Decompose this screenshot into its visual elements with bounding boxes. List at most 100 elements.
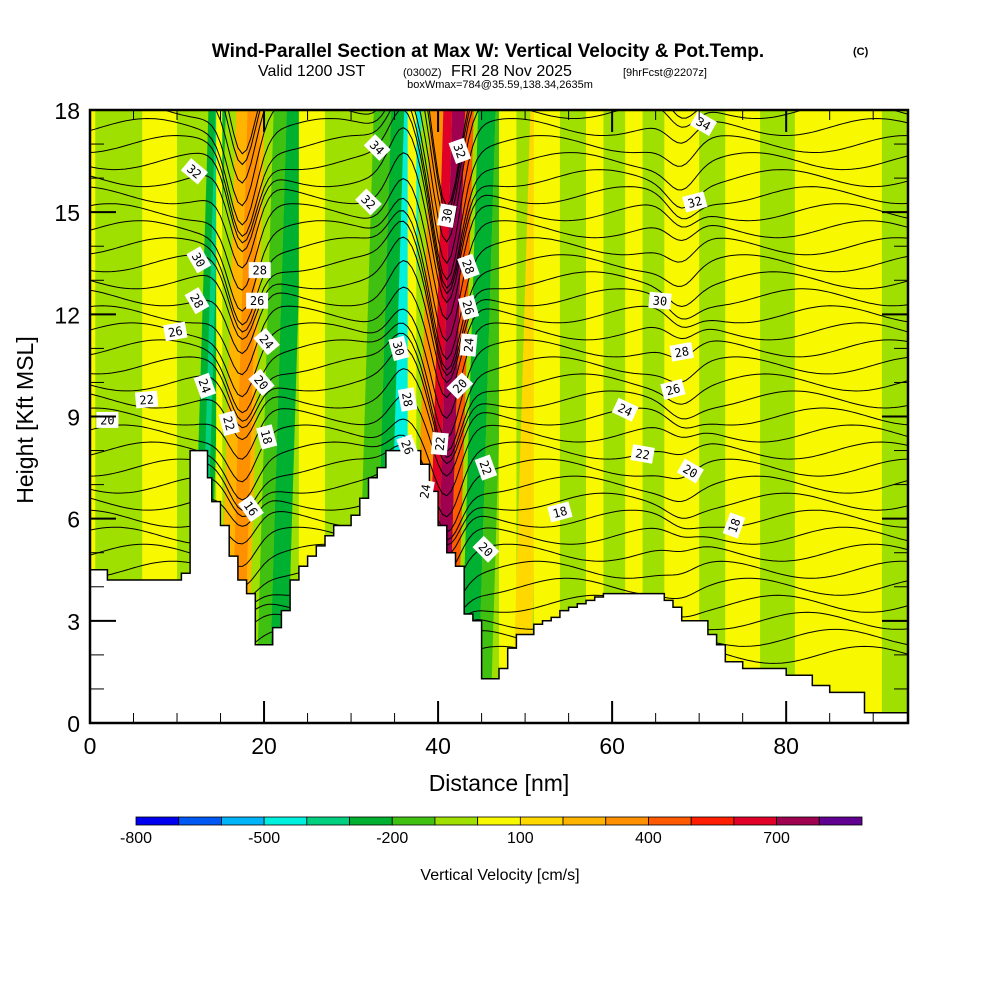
y-axis-label: Height [Kft MSL] [12, 336, 38, 503]
contour-label: 26 [457, 294, 480, 321]
theta-contour-line [90, 127, 908, 295]
contour-label-text: 28 [673, 344, 690, 360]
contour-label: 18 [256, 424, 278, 450]
contour-label: 30 [388, 335, 410, 362]
theta-contour-line [90, 286, 908, 399]
contour-label: 22 [430, 432, 449, 456]
theta-contour-line [90, 110, 908, 265]
colorbar-tick-label: -500 [248, 830, 280, 847]
contour-label-text: 28 [459, 258, 477, 276]
contour-label-text: 16 [241, 499, 261, 519]
contour-label-box [180, 158, 208, 185]
contour-label: 20 [472, 535, 500, 563]
subtitle-utc: (0300Z) [403, 67, 442, 79]
contour-label-box [660, 378, 686, 400]
colorbar-swatch [562, 816, 607, 826]
contour-label: 20 [96, 411, 119, 428]
contour-label-text: 32 [686, 194, 704, 211]
y-tick-label: 0 [67, 711, 80, 737]
contour-label-text: 24 [417, 483, 433, 500]
theta-contours [90, 110, 908, 674]
contour-label: 24 [193, 372, 217, 399]
contour-label: 28 [248, 262, 271, 279]
terrain [90, 449, 908, 723]
theta-contour-line [90, 236, 908, 377]
y-tick-label: 9 [67, 405, 80, 431]
theta-contour-line [162, 110, 908, 243]
contour-label: 24 [415, 479, 435, 504]
contour-label-box [163, 321, 188, 342]
theta-contour-line [90, 152, 908, 304]
theta-contour-line [90, 322, 908, 440]
chart-title: Wind-Parallel Section at Max W: Vertical… [212, 41, 764, 62]
velocity-band [255, 110, 287, 723]
contour-label-text: 26 [250, 294, 264, 308]
contour-label-box [676, 458, 704, 484]
colorbar-swatch [434, 816, 479, 826]
y-tick-label: 3 [67, 609, 80, 635]
contour-label: 30 [437, 203, 457, 228]
theta-contour-line [90, 444, 908, 533]
contour-label: 34 [689, 111, 718, 137]
theta-contour-line [90, 434, 908, 518]
contour-label: 24 [459, 333, 478, 357]
contour-label-box [248, 262, 271, 279]
theta-contour-line [90, 260, 908, 384]
subtitle-date: FRI 28 Nov 2025 [451, 63, 572, 80]
y-tick-label: 12 [54, 302, 80, 328]
x-tick-label: 60 [599, 733, 625, 759]
colorbar-swatch [733, 816, 777, 826]
contour-label-text: 22 [433, 436, 448, 452]
contour-label-box [472, 535, 500, 563]
contour-label-box [415, 479, 435, 504]
colorbar-tick-label: 400 [635, 830, 662, 847]
contour-label: 20 [248, 368, 275, 396]
contour-label-box [457, 253, 480, 280]
contour-label-box [388, 335, 410, 362]
contour-label: 34 [363, 134, 391, 161]
contour-label: 32 [448, 137, 472, 164]
contour-label-box [459, 333, 478, 357]
contour-label: 18 [722, 512, 746, 539]
theta-contour-line [90, 332, 908, 452]
chart-subtitle2: boxWmax=784@35.59,138.34,2635m [407, 79, 593, 91]
contour-label-box [446, 372, 474, 400]
theta-contour-line [90, 178, 908, 321]
velocity-band [499, 110, 517, 723]
contour-label: 32 [180, 158, 208, 185]
contour-label: 28 [184, 287, 210, 315]
chart-subtitle: Valid 1200 JST (0300Z) FRI 28 Nov 2025 [… [258, 63, 707, 80]
contour-label-box [355, 188, 382, 216]
contour-label-box [184, 287, 210, 315]
velocity-band [533, 110, 560, 723]
contour-label-text: 18 [551, 504, 569, 521]
colorbar-swatch [135, 816, 180, 826]
theta-contour-line [90, 476, 908, 546]
contour-label-box [186, 246, 212, 274]
contour-label-text: 32 [450, 142, 468, 160]
contour-label: 20 [676, 458, 704, 484]
contour-label-box [722, 512, 746, 539]
velocity-band [794, 110, 882, 723]
contour-label-text: 30 [439, 207, 455, 224]
contour-label-text: 30 [652, 294, 668, 309]
colorbar: -800 -500 -200 100 400 700 [120, 816, 863, 847]
plot-area: 32 30 28 26 24 22 20 22 28 26 24 20 18 16 34 32 30 28 26 24… [90, 110, 908, 723]
contour-label: 20 [446, 372, 474, 400]
contour-label-text: 28 [399, 391, 415, 408]
velocity-band [459, 110, 496, 723]
contour-label-text: 30 [189, 250, 208, 270]
x-tick-label: 80 [773, 733, 799, 759]
y-tick-label: 15 [54, 200, 80, 226]
contour-label: 22 [218, 410, 240, 436]
contour-label: 32 [355, 188, 382, 216]
contour-label: 30 [186, 246, 212, 274]
colorbar-swatch [349, 816, 393, 826]
contour-label-box [547, 501, 573, 523]
theta-contour-line [90, 308, 908, 419]
colorbar-swatch [221, 816, 265, 826]
contour-label-text: 24 [195, 377, 213, 395]
contour-label-box [682, 191, 708, 213]
contour-label: 28 [669, 342, 694, 362]
contour-label: 26 [660, 378, 686, 400]
